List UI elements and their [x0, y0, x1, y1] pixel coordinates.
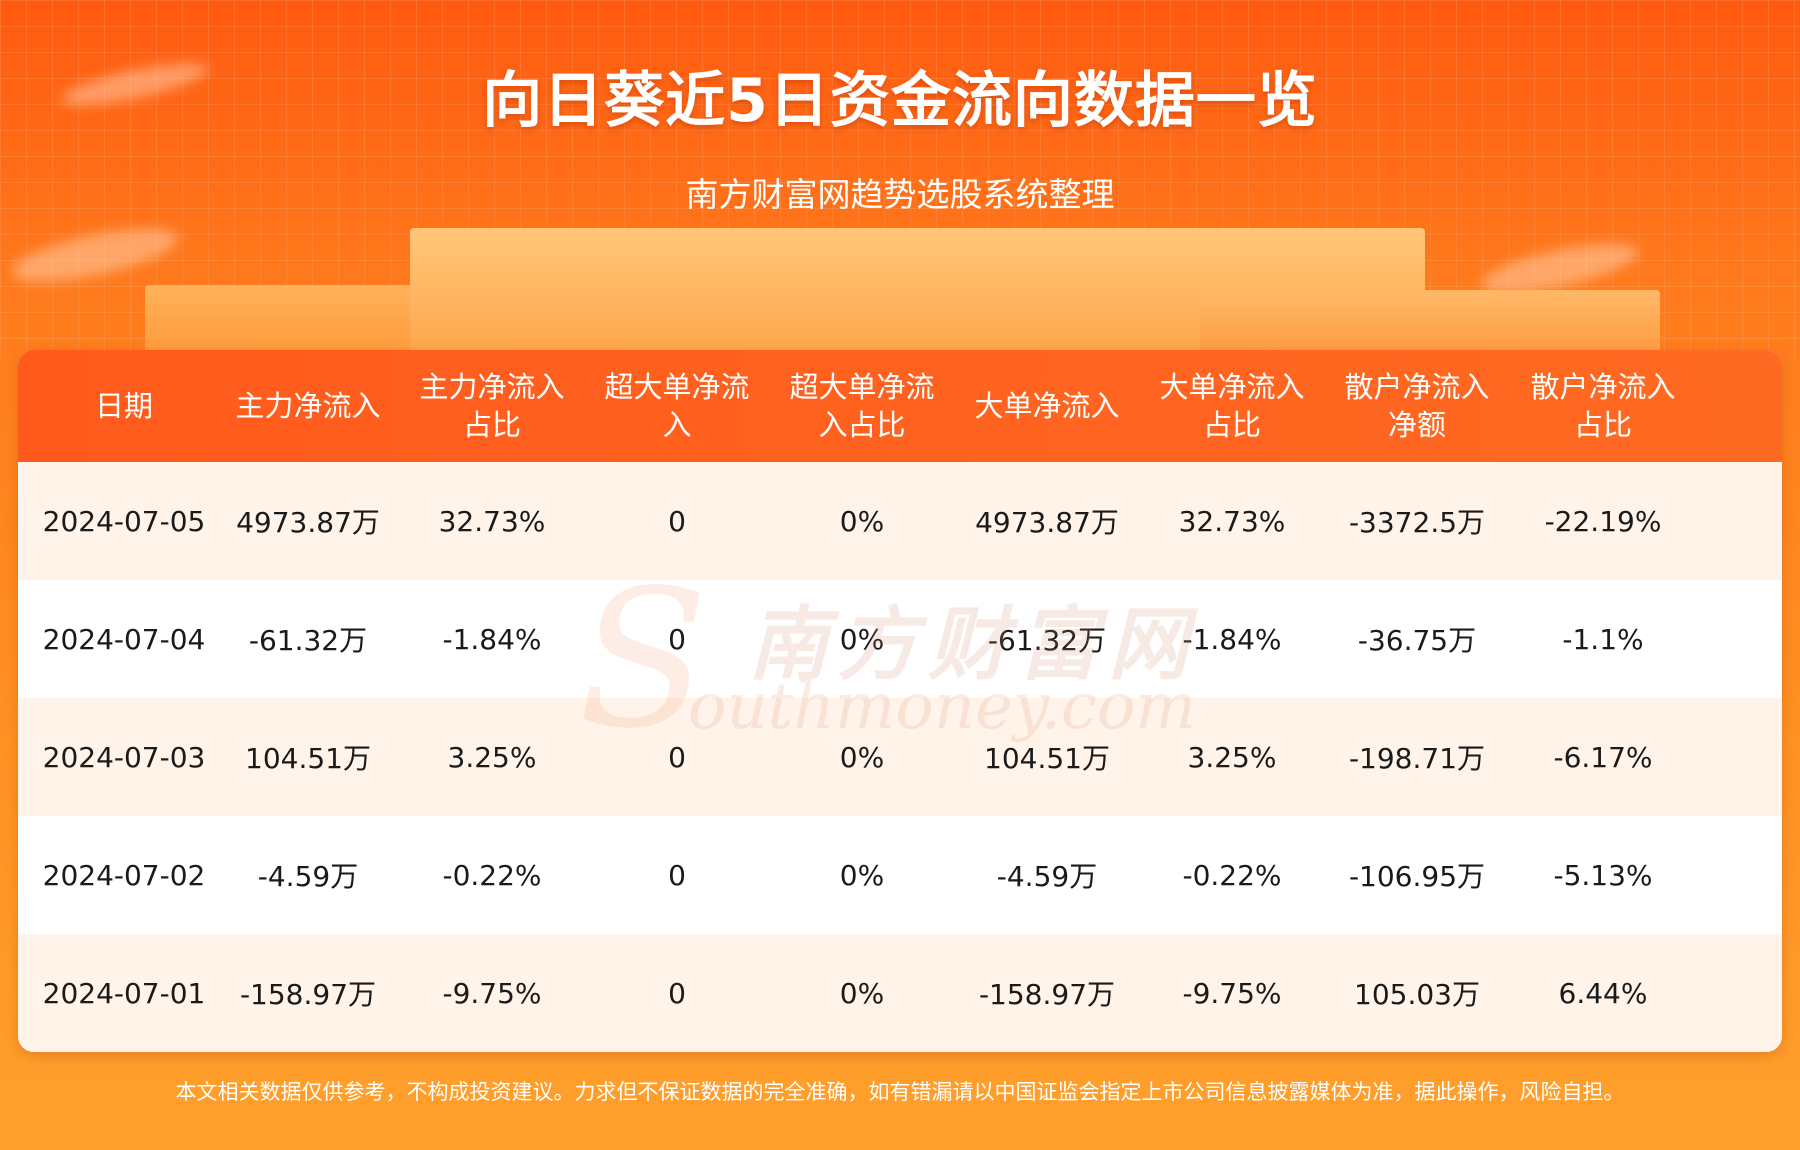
table-cell: -6.17% — [1553, 740, 1653, 774]
table-cell: 104.51万 — [984, 742, 1110, 775]
table-cell: 0% — [839, 504, 885, 538]
table-cell: 4973.87万 — [236, 506, 380, 539]
table-cell: 0% — [839, 976, 885, 1010]
column-header: 超大单净流 入占比 — [789, 370, 935, 442]
page-subtitle: 南方财富网趋势选股系统整理 — [685, 175, 1115, 214]
table-row: 2024-07-02 -4.59万 -0.22% 0 0% -4.59万 -0.22% -10… — [18, 816, 1782, 934]
table-cell: -0.22% — [442, 858, 542, 892]
table-cell: -5.13% — [1553, 858, 1653, 892]
table-cell: -3372.5万 — [1348, 506, 1486, 539]
table-cell: -0.22% — [1182, 858, 1282, 892]
table-cell: -61.32万 — [248, 624, 368, 657]
table-cell: -106.95万 — [1348, 860, 1486, 893]
disclaimer: 本文相关数据仅供参考，不构成投资建议。力求但不保证数据的完全准确，如有错漏请以中… — [175, 1080, 1625, 1104]
table-cell: -36.75万 — [1357, 624, 1477, 657]
column-header: 散户净流入 净额 — [1344, 370, 1490, 442]
table-cell: -158.97万 — [239, 978, 377, 1011]
table-cell: -1.84% — [442, 622, 542, 656]
table-row: 2024-07-03 104.51万 3.25% 0 0% 104.51万 3.25% -19… — [18, 698, 1782, 816]
column-header: 散户净流入 占比 — [1530, 370, 1676, 442]
table-cell: 3.25% — [1187, 740, 1277, 774]
table-cell-date: 2024-07-04 — [42, 622, 206, 656]
table-cell: 32.73% — [438, 504, 546, 538]
table-cell-date: 2024-07-03 — [42, 740, 206, 774]
table-cell: -4.59万 — [996, 860, 1098, 893]
table-header: 日期 主力净流入 主力净流入 占比 超大单净流 入 超大单净流 入占比 大单净流… — [18, 350, 1782, 462]
table-cell: -9.75% — [1182, 976, 1282, 1010]
page-title: 向日葵近5日资金流向数据一览 — [482, 66, 1318, 136]
column-header: 大单净流入 — [974, 389, 1120, 423]
column-header: 主力净流入 占比 — [419, 370, 565, 442]
table-cell-date: 2024-07-02 — [42, 858, 206, 892]
data-table: 日期 主力净流入 主力净流入 占比 超大单净流 入 超大单净流 入占比 大单净流… — [18, 350, 1782, 1052]
table-cell: 4973.87万 — [975, 506, 1119, 539]
column-header: 超大单净流 入 — [604, 370, 750, 442]
table-cell: 0 — [668, 858, 686, 892]
table-cell: 0 — [668, 740, 686, 774]
table-cell: 0 — [668, 622, 686, 656]
table-cell-date: 2024-07-05 — [42, 504, 206, 538]
table-cell: 3.25% — [447, 740, 537, 774]
table-cell: 0% — [839, 858, 885, 892]
table-cell: 0% — [839, 622, 885, 656]
table-cell: -4.59万 — [257, 860, 359, 893]
table-row: 2024-07-01 -158.97万 -9.75% 0 0% -158.97万 -9.75… — [18, 934, 1782, 1052]
table-cell: 32.73% — [1178, 504, 1286, 538]
table-cell: -61.32万 — [987, 624, 1107, 657]
table-cell: 0% — [839, 740, 885, 774]
table-cell: -1.1% — [1562, 622, 1644, 656]
column-header: 主力净流入 — [235, 389, 381, 423]
table-cell: -9.75% — [442, 976, 542, 1010]
table-cell: -1.84% — [1182, 622, 1282, 656]
table-cell: 0 — [668, 504, 686, 538]
table-cell: 0 — [668, 976, 686, 1010]
column-header: 日期 — [94, 389, 153, 423]
table-cell: -158.97万 — [978, 978, 1116, 1011]
table-row: 2024-07-05 4973.87万 32.73% 0 0% 4973.87万 32.73… — [18, 462, 1782, 580]
table-cell: 104.51万 — [245, 742, 371, 775]
table-row: 2024-07-04 -61.32万 -1.84% 0 0% -61.32万 -1.84% -… — [18, 580, 1782, 698]
table-cell: 105.03万 — [1354, 978, 1480, 1011]
table-cell-date: 2024-07-01 — [42, 976, 206, 1010]
table-cell: -22.19% — [1544, 504, 1662, 538]
table-cell: -198.71万 — [1348, 742, 1486, 775]
decor-block-right — [1200, 290, 1660, 355]
table-cell: 6.44% — [1558, 976, 1648, 1010]
column-header: 大单净流入 占比 — [1159, 370, 1305, 442]
